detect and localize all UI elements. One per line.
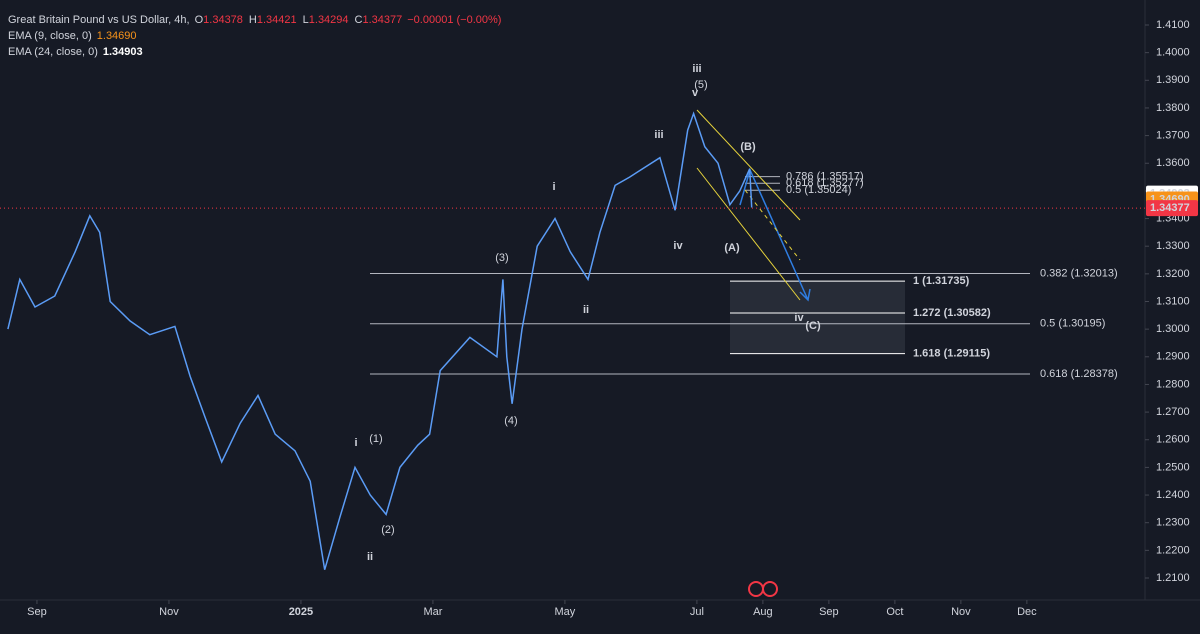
x-tick-label: Sep — [27, 606, 47, 618]
wave-label: (B) — [740, 141, 756, 153]
ohlc-value: 1.34421 — [257, 14, 297, 26]
wave-label: (1) — [369, 433, 382, 445]
wave-label: (3) — [495, 252, 508, 264]
y-tick-label: 1.3300 — [1156, 240, 1190, 252]
price-tag-label: 1.34377 — [1150, 202, 1190, 214]
ohlc-label: L — [303, 14, 309, 26]
fib-zone — [730, 281, 905, 354]
y-tick-label: 1.3600 — [1156, 157, 1190, 169]
x-tick-label: Nov — [951, 606, 971, 618]
y-tick-label: 1.3700 — [1156, 130, 1190, 142]
x-tick-label: May — [555, 606, 576, 618]
wave-label: ii — [583, 304, 589, 316]
fib-label: 0.382 (1.32013) — [1040, 267, 1118, 279]
wave-label: (2) — [381, 524, 394, 536]
y-tick-label: 1.2300 — [1156, 517, 1190, 529]
x-tick-label: Mar — [423, 606, 442, 618]
indicator-value: 1.34903 — [103, 46, 143, 58]
ohlc-value: 1.34377 — [362, 14, 402, 26]
x-tick-label: Nov — [159, 606, 179, 618]
indicator-value: 1.34690 — [97, 30, 137, 42]
y-tick-label: 1.2400 — [1156, 489, 1190, 501]
x-tick-label: Dec — [1017, 606, 1037, 618]
change: −0.00001 (−0.00%) — [407, 14, 501, 26]
wave-label: (5) — [694, 79, 707, 91]
y-tick-label: 1.2500 — [1156, 461, 1190, 473]
y-tick-label: 1.3900 — [1156, 74, 1190, 86]
ohlc-value: 1.34378 — [203, 14, 243, 26]
indicator-name: EMA (9, close, 0) — [8, 30, 92, 42]
y-tick-label: 1.3000 — [1156, 323, 1190, 335]
wave-label: iv — [794, 312, 804, 324]
ohlc-label: H — [249, 14, 257, 26]
wave-label: (C) — [805, 320, 821, 332]
fib-extension-label: 1.272 (1.30582) — [913, 307, 991, 319]
fib-extension-label: 1 (1.31735) — [913, 275, 970, 287]
y-tick-label: 1.2700 — [1156, 406, 1190, 418]
minor-fib-label: 0.786 (1.35517) — [786, 171, 864, 183]
x-tick-label: 2025 — [289, 606, 313, 618]
ohlc-value: 1.34294 — [309, 14, 349, 26]
legend-header: Great Britain Pound vs US Dollar, 4h, O1.… — [8, 14, 501, 58]
wave-label: (4) — [504, 415, 517, 427]
y-tick-label: 1.2200 — [1156, 544, 1190, 556]
y-tick-label: 1.2900 — [1156, 351, 1190, 363]
wave-label: iii — [654, 129, 663, 141]
minor-fib-label: 0.618 (1.35277) — [786, 177, 864, 189]
title: Great Britain Pound vs US Dollar, 4h, O1.… — [8, 14, 501, 26]
y-tick-label: 1.2800 — [1156, 378, 1190, 390]
y-tick-label: 1.2600 — [1156, 434, 1190, 446]
channel-line — [696, 167, 801, 301]
y-tick-label: 1.3800 — [1156, 102, 1190, 114]
fib-label: 0.5 (1.30195) — [1040, 318, 1105, 330]
wave-label: iii — [692, 63, 701, 75]
price-line — [7, 111, 753, 570]
ohlc-label: O — [195, 14, 204, 26]
wave-label: ii — [367, 551, 373, 563]
indicator: EMA (9, close, 0) 1.34690 — [8, 30, 137, 42]
ohlc-label: C — [355, 14, 363, 26]
minor-fib-label: 0.5 (1.35024) — [786, 184, 851, 196]
indicator: EMA (24, close, 0) 1.34903 — [8, 46, 143, 58]
footer-icon — [748, 581, 778, 597]
wave-label: iv — [673, 240, 683, 252]
fib-extension-label: 1.618 (1.29115) — [913, 348, 990, 360]
wave-label: i — [552, 181, 555, 193]
x-tick-label: Jul — [690, 606, 704, 618]
y-tick-label: 1.4000 — [1156, 47, 1190, 59]
channel-line — [696, 109, 801, 221]
projection-dash — [744, 189, 801, 261]
x-tick-label: Oct — [886, 606, 903, 618]
indicator-name: EMA (24, close, 0) — [8, 46, 98, 58]
fib-label: 0.618 (1.28378) — [1040, 368, 1118, 380]
wave-label: (A) — [724, 242, 740, 254]
y-tick-label: 1.4100 — [1156, 19, 1190, 31]
x-tick-label: Sep — [819, 606, 839, 618]
price-tag — [1146, 200, 1198, 217]
y-tick-label: 1.3200 — [1156, 268, 1190, 280]
y-tick-label: 1.2100 — [1156, 572, 1190, 584]
wave-label: i — [354, 437, 357, 449]
wave-label: v — [692, 87, 699, 99]
x-tick-label: Aug — [753, 606, 773, 618]
y-tick-label: 1.3100 — [1156, 295, 1190, 307]
symbol: Great Britain Pound vs US Dollar, 4h, — [8, 14, 190, 26]
